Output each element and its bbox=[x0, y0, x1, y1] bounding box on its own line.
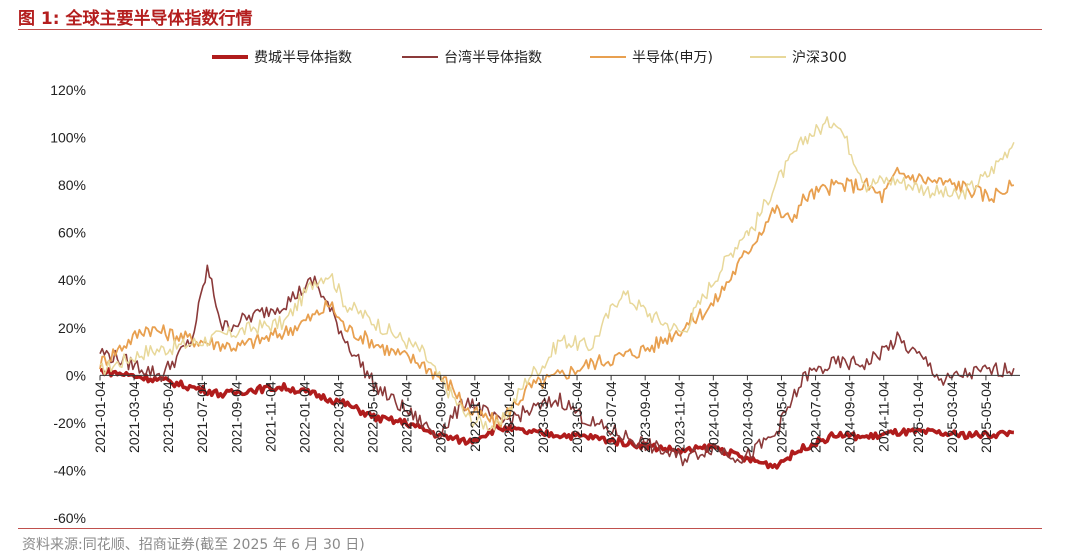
x-tick-label: 2021-09-04 bbox=[228, 381, 244, 453]
x-tick-label: 2024-05-04 bbox=[773, 381, 789, 453]
x-tick-label: 2023-07-04 bbox=[603, 381, 619, 453]
series-line-2 bbox=[99, 264, 1015, 467]
x-tick-label: 2022-07-04 bbox=[399, 381, 415, 453]
x-axis: 2021-01-04 2021-03-04 2021-05-04 2021-07-04… bbox=[92, 374, 1020, 453]
y-tick-label: 60% bbox=[58, 225, 86, 241]
x-tick-label: 2021-11-04 bbox=[262, 381, 278, 452]
series-line-3 bbox=[99, 367, 1014, 470]
legend-label: 半导体(申万) bbox=[632, 50, 713, 66]
y-tick-label: -20% bbox=[53, 415, 86, 431]
y-tick-label: 0% bbox=[66, 367, 86, 383]
x-tick-label: 2023-09-04 bbox=[637, 381, 653, 453]
chart-legend: 费城半导体指数 台湾半导体指数 半导体(申万) 沪深300 bbox=[212, 49, 847, 66]
x-tick-label: 2025-03-04 bbox=[944, 381, 960, 453]
x-tick-label: 2025-05-04 bbox=[978, 381, 994, 453]
legend-label: 沪深300 bbox=[792, 50, 847, 66]
series-line-0 bbox=[99, 116, 1015, 432]
x-tick-label: 2022-03-04 bbox=[331, 381, 347, 453]
source-note: 资料来源:同花顺、招商证券(截至 2025 年 6 月 30 日) bbox=[22, 537, 365, 553]
x-tick-label: 2021-01-04 bbox=[92, 381, 108, 453]
series-line-1 bbox=[99, 166, 1015, 428]
title-rule bbox=[18, 29, 1042, 30]
x-tick-label: 2021-07-04 bbox=[194, 381, 210, 453]
x-tick-label: 2022-09-04 bbox=[433, 381, 449, 453]
x-tick-label: 2024-03-04 bbox=[739, 381, 755, 453]
footer-rule bbox=[18, 528, 1042, 529]
x-tick-label: 2024-07-04 bbox=[808, 381, 824, 453]
chart-series bbox=[99, 116, 1015, 470]
x-tick-label: 2022-11-04 bbox=[467, 381, 483, 452]
x-tick-label: 2023-01-04 bbox=[501, 381, 517, 453]
x-tick-label: 2025-01-04 bbox=[910, 381, 926, 453]
y-tick-label: 120% bbox=[50, 82, 86, 98]
legend-label: 费城半导体指数 bbox=[254, 50, 352, 66]
figure-title: 图 1: 全球主要半导体指数行情 bbox=[18, 9, 253, 29]
x-tick-label: 2022-05-04 bbox=[365, 381, 381, 453]
y-axis-labels: 120% 100% 80% 60% 40% 20% 0% -20% -40% -60% bbox=[50, 82, 86, 526]
y-tick-label: -60% bbox=[53, 510, 86, 526]
x-tick-label: 2023-11-04 bbox=[671, 381, 687, 452]
x-tick-label: 2023-05-04 bbox=[569, 381, 585, 453]
y-tick-label: 100% bbox=[50, 130, 86, 146]
legend-label: 台湾半导体指数 bbox=[444, 49, 542, 66]
x-tick-label: 2023-03-04 bbox=[535, 381, 551, 453]
x-tick-label: 2022-01-04 bbox=[296, 381, 312, 453]
y-tick-label: 80% bbox=[58, 177, 86, 193]
x-tick-label: 2021-05-04 bbox=[160, 381, 176, 453]
y-tick-label: 40% bbox=[58, 272, 86, 288]
y-tick-label: 20% bbox=[58, 320, 86, 336]
x-tick-label: 2021-03-04 bbox=[126, 381, 142, 453]
x-tick-label: 2024-11-04 bbox=[876, 381, 892, 452]
y-tick-label: -40% bbox=[53, 462, 86, 478]
x-tick-label: 2024-09-04 bbox=[842, 381, 858, 453]
x-tick-label: 2024-01-04 bbox=[705, 381, 721, 453]
